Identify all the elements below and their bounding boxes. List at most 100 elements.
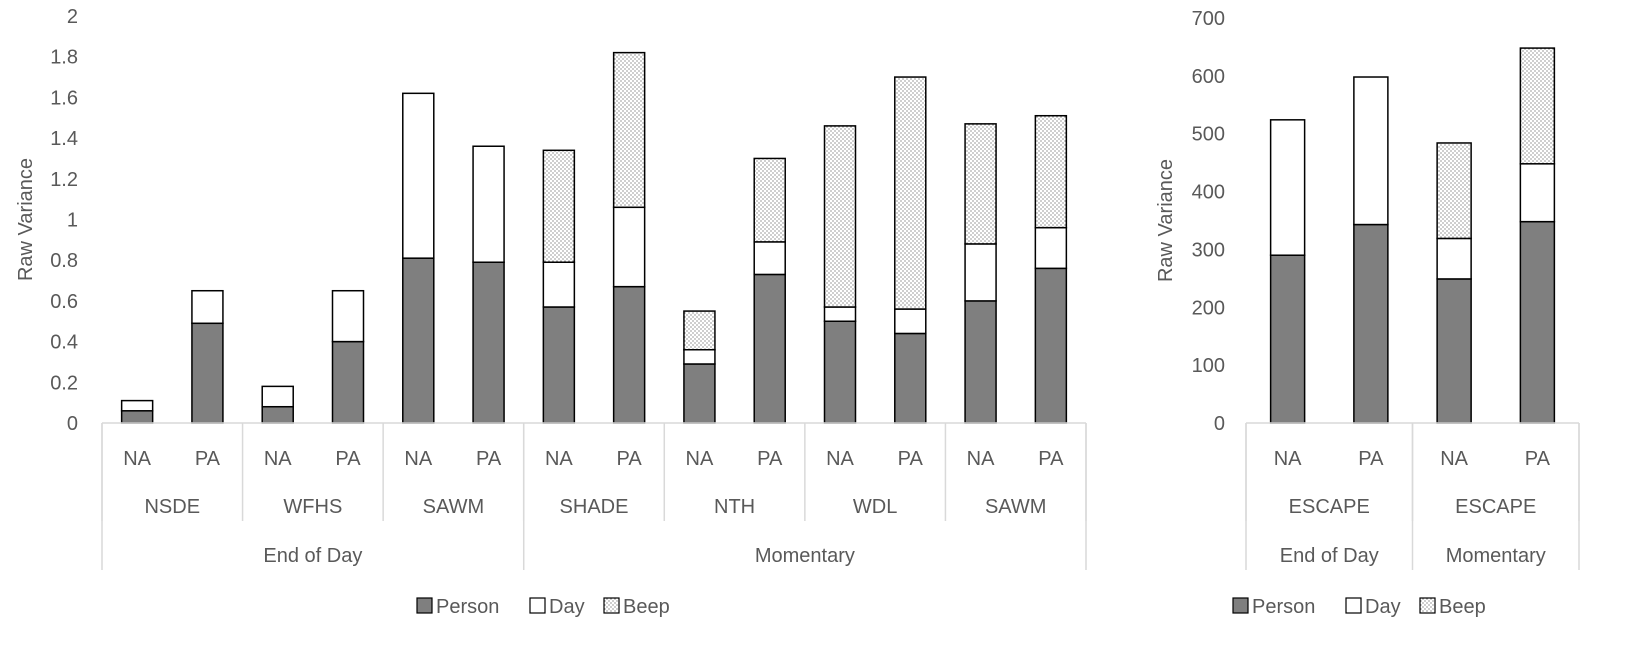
x-category-label: NA — [404, 448, 432, 470]
x-supergroup-label: End of Day — [263, 545, 362, 567]
y-tick-label: 100 — [1192, 355, 1225, 377]
bar-person-segment — [1034, 267, 1068, 424]
x-category-label: PA — [757, 448, 783, 470]
x-supergroup-label: Momentary — [755, 545, 855, 567]
bar-day-segment — [1269, 119, 1306, 256]
bar-person-segment — [823, 320, 857, 424]
x-category-label: NA — [123, 448, 151, 470]
bar-person-segment — [472, 261, 505, 424]
y-tick-label: 1.6 — [50, 87, 78, 109]
bar-day-segment — [331, 289, 365, 343]
x-group-label: SHADE — [560, 496, 629, 518]
y-tick-label: 700 — [1192, 8, 1225, 30]
legend-label-beep: Beep — [623, 596, 670, 618]
y-tick-label: 0 — [67, 413, 78, 435]
x-category-label: PA — [1038, 448, 1064, 470]
bar-beep-segment — [1034, 114, 1068, 229]
bar-person-segment — [402, 257, 435, 424]
x-group-label: WDL — [853, 496, 897, 518]
bar-day-segment — [753, 241, 786, 276]
legend-swatch-beep — [603, 597, 620, 614]
x-group-label: SAWM — [985, 496, 1046, 518]
y-tick-label: 2 — [67, 6, 78, 28]
x-group-label: WFHS — [283, 496, 342, 518]
y-axis-title: Raw Variance — [1155, 159, 1177, 282]
bar-person-segment — [191, 322, 224, 424]
y-tick-label: 1 — [67, 210, 78, 232]
legend-swatch-day — [1345, 597, 1362, 614]
bar-beep-segment — [542, 149, 576, 263]
y-tick-label: 0.2 — [50, 372, 78, 394]
bar-person-segment — [542, 306, 576, 424]
bar-beep-segment — [1519, 47, 1556, 165]
bar-day-segment — [1436, 237, 1472, 280]
x-group-label: NSDE — [144, 496, 200, 518]
x-group-label: NTH — [714, 496, 755, 518]
bar-day-segment — [1353, 76, 1389, 226]
bar-person-segment — [683, 363, 716, 424]
bar-beep-segment — [964, 123, 997, 245]
y-axis-title: Raw Variance — [15, 158, 37, 281]
x-category-label: PA — [195, 448, 221, 470]
x-category-label: NA — [264, 448, 292, 470]
y-tick-label: 1.8 — [50, 47, 78, 69]
bar-day-segment — [261, 385, 294, 408]
x-category-label: PA — [1525, 448, 1551, 470]
x-group-label: SAWM — [423, 496, 484, 518]
bar-day-segment — [612, 206, 646, 288]
right-chart: 0 100 200 300 400 500 600 700 Raw Variance NA PA NA… — [1155, 8, 1580, 570]
legend-label-person: Person — [1252, 596, 1315, 618]
x-supergroup-label: End of Day — [1280, 545, 1379, 567]
left-chart: 0 0.2 0.4 0.6 0.8 1 1.2 1.4 1.6 1.8 2 Raw Variance N… — [15, 6, 1087, 570]
y-tick-label: 1.4 — [50, 128, 78, 150]
legend-label-beep: Beep — [1439, 596, 1486, 618]
bar-day-segment — [964, 243, 997, 302]
x-category-label: PA — [898, 448, 924, 470]
y-tick-label: 0.4 — [50, 332, 78, 354]
x-category-label: PA — [476, 448, 502, 470]
bar-person-segment — [1436, 278, 1472, 424]
legend-swatch-person — [416, 597, 433, 614]
bar-beep-segment — [753, 157, 786, 243]
bar-day-segment — [1034, 226, 1068, 270]
legend-label-person: Person — [436, 596, 499, 618]
bar-person-segment — [753, 273, 786, 424]
bar-person-segment — [261, 405, 294, 424]
y-tick-label: 0.8 — [50, 250, 78, 272]
bar-person-segment — [612, 285, 646, 424]
x-category-label: NA — [1274, 448, 1302, 470]
bar-person-segment — [120, 410, 154, 424]
x-category-label: PA — [1358, 448, 1384, 470]
bar-beep-segment — [612, 51, 646, 209]
bar-person-segment — [1519, 220, 1556, 424]
x-category-label: NA — [967, 448, 995, 470]
bar-beep-segment — [823, 125, 857, 308]
bar-day-segment — [191, 289, 224, 325]
y-tick-label: 200 — [1192, 297, 1225, 319]
x-category-label: NA — [545, 448, 573, 470]
x-category-label: NA — [826, 448, 854, 470]
x-supergroup-label: Momentary — [1446, 545, 1546, 567]
x-category-label: PA — [617, 448, 643, 470]
bar-beep-segment — [894, 76, 927, 310]
left-chart-legend: Person Day Beep — [416, 596, 670, 618]
legend-swatch-beep — [1419, 597, 1436, 614]
bar-day-segment — [542, 261, 576, 308]
x-category-label: PA — [335, 448, 361, 470]
bar-day-segment — [683, 348, 716, 365]
bar-person-segment — [1269, 254, 1306, 424]
y-tick-label: 1.2 — [50, 169, 78, 191]
y-tick-label: 500 — [1192, 124, 1225, 146]
legend-label-day: Day — [549, 596, 585, 618]
bar-day-segment — [472, 145, 505, 263]
x-category-label: NA — [1440, 448, 1468, 470]
x-group-label: ESCAPE — [1289, 496, 1370, 518]
x-category-label: NA — [686, 448, 714, 470]
x-group-label: ESCAPE — [1455, 496, 1536, 518]
bar-beep-segment — [1436, 142, 1472, 240]
bar-day-segment — [120, 399, 154, 412]
legend-swatch-person — [1232, 597, 1249, 614]
bar-person-segment — [964, 300, 997, 424]
bar-day-segment — [894, 308, 927, 335]
bar-day-segment — [1519, 163, 1556, 223]
